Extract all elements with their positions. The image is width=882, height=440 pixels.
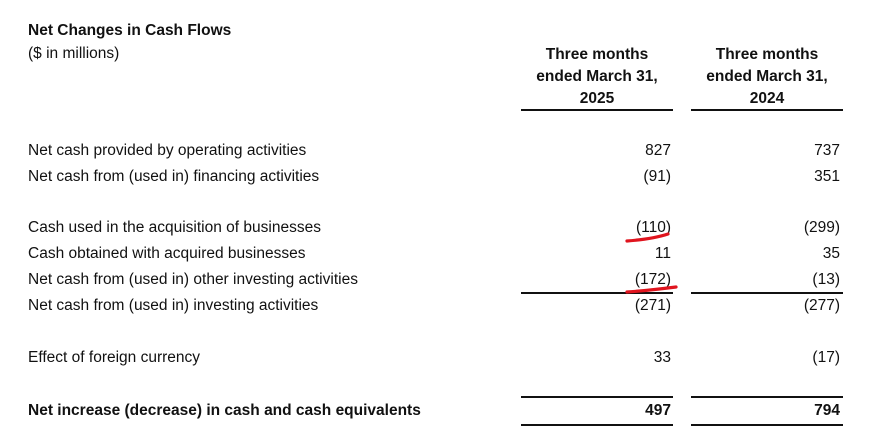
column-header-2025: Three months ended March 31, 2025: [521, 44, 673, 110]
value-2025-investing-total: (271): [634, 297, 671, 314]
value-2024-foreign-currency: (17): [812, 349, 840, 366]
value-2024-investing-total: (277): [803, 297, 840, 314]
row-label-acquired-cash: Cash obtained with acquired businesses: [28, 245, 306, 262]
total-bottom-rule-2024: [691, 424, 843, 426]
column-header-line: ended March 31,: [536, 68, 658, 85]
value-2025-net-increase: 497: [645, 402, 671, 419]
column-header-line: Three months: [715, 46, 819, 63]
value-2025-operating: 827: [645, 142, 671, 159]
value-2025-financing: (91): [643, 168, 671, 185]
header-rule-2025: [521, 109, 673, 111]
value-2025-foreign-currency: 33: [653, 349, 671, 366]
row-label-foreign-currency: Effect of foreign currency: [28, 349, 201, 366]
total-bottom-rule-2025: [521, 424, 673, 426]
value-2025-acquired-cash: 11: [654, 245, 671, 262]
total-top-rule-2025: [521, 396, 673, 398]
value-2024-acquired-cash: 35: [822, 245, 840, 262]
subtotal-rule-2025: [521, 292, 673, 294]
value-2024-operating: 737: [814, 142, 840, 159]
column-header-line: Three months: [545, 46, 649, 63]
value-2025-acquisition: (110): [635, 219, 671, 236]
header-rule-2024: [691, 109, 843, 111]
subtotal-rule-2024: [691, 292, 843, 294]
total-top-rule-2024: [691, 396, 843, 398]
table-title: Net Changes in Cash Flows: [28, 22, 232, 39]
row-label-investing-total: Net cash from (used in) investing activi…: [28, 297, 319, 314]
column-header-line: 2024: [749, 90, 785, 107]
row-label-net-increase: Net increase (decrease) in cash and cash…: [28, 402, 421, 419]
units-note: ($ in millions): [28, 45, 120, 62]
row-label-acquisition: Cash used in the acquisition of business…: [28, 219, 321, 236]
value-2025-other-investing: (172): [634, 271, 671, 288]
row-label-other-investing: Net cash from (used in) other investing …: [28, 271, 358, 288]
value-2024-other-investing: (13): [812, 271, 840, 288]
row-label-operating: Net cash provided by operating activitie…: [28, 142, 307, 159]
column-header-line: 2025: [579, 90, 615, 107]
row-label-financing: Net cash from (used in) financing activi…: [28, 168, 320, 185]
value-2024-net-increase: 794: [814, 402, 840, 419]
column-header-2024: Three months ended March 31, 2024: [691, 44, 843, 110]
value-2024-financing: 351: [814, 168, 840, 185]
value-2024-acquisition: (299): [803, 219, 840, 236]
column-header-line: ended March 31,: [706, 68, 828, 85]
